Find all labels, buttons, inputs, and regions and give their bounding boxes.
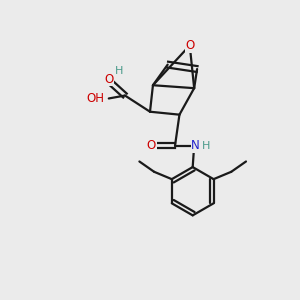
Text: O: O xyxy=(185,39,194,52)
Text: O: O xyxy=(104,73,113,86)
Text: N: N xyxy=(191,139,200,152)
Text: O: O xyxy=(147,139,156,152)
Text: H: H xyxy=(115,66,123,76)
Text: OH: OH xyxy=(86,92,104,105)
Text: H: H xyxy=(202,141,211,151)
